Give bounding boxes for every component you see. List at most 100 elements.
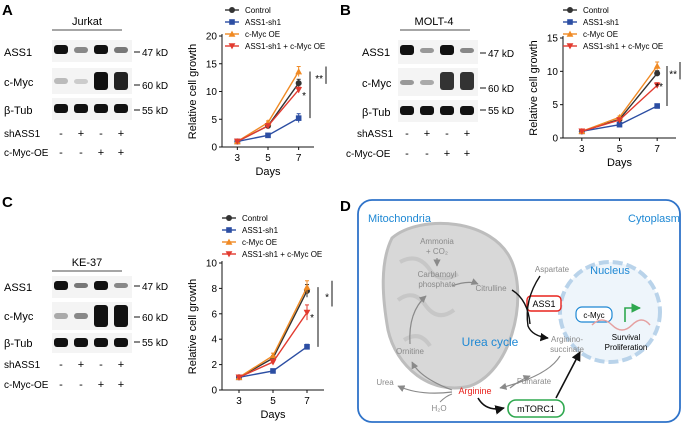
arrow-icon xyxy=(439,393,453,403)
y-tick-label: 0 xyxy=(552,134,558,145)
urea-label: Urea xyxy=(376,378,394,387)
carbamoyl-label: Carbamoyl xyxy=(418,270,457,279)
sig-label: ** xyxy=(315,74,323,85)
kd-marker: 47 kD xyxy=(142,282,168,293)
ammonia-label: Ammonia xyxy=(420,237,454,246)
data-point xyxy=(566,43,574,50)
cond-sign: + xyxy=(118,359,124,371)
citrulline-label: Citrulline xyxy=(475,284,507,293)
cond-sign: + xyxy=(424,128,430,140)
band xyxy=(400,45,414,55)
y-tick-label: 6 xyxy=(211,309,217,320)
kd-marker: 47 kD xyxy=(488,49,514,60)
cond-sign: - xyxy=(59,359,63,371)
ornitine-label: Ornitine xyxy=(396,347,425,356)
growth-chart-B: 0 5 10 15 3 5 7 Days Relative cell growth ** ** Con… xyxy=(528,6,681,169)
cond-sign: + xyxy=(78,359,84,371)
band xyxy=(74,313,88,319)
band xyxy=(440,106,454,115)
sig-label: ** xyxy=(655,82,663,93)
data-point xyxy=(228,43,236,50)
cytoplasm-label: Cytoplasm xyxy=(628,213,680,225)
arginine-label: Arginine xyxy=(458,386,491,396)
western-blot-C: C KE-37 ASS1 c-Myc β-Tub 47 kD 60 kD 55 … xyxy=(2,194,168,391)
band xyxy=(74,104,88,113)
ass1-enzyme-box xyxy=(526,295,562,312)
y-tick-label: 5 xyxy=(552,100,558,111)
mtorc1-label: mTORC1 xyxy=(517,404,555,414)
cmyc-label: c-Myc xyxy=(583,311,604,320)
data-point xyxy=(229,19,235,25)
data-point xyxy=(566,30,574,37)
band xyxy=(54,104,68,113)
data-point xyxy=(225,251,233,258)
legend-label: ASS1-sh1 + c-Myc OE xyxy=(242,250,322,259)
data-point xyxy=(269,352,277,359)
legend-label: c-Myc OE xyxy=(245,30,280,39)
cond-sign: + xyxy=(118,128,124,140)
ass1-enzyme-label: ASS1 xyxy=(532,299,555,309)
cond-sign: + xyxy=(98,379,104,391)
panel-label-A: A xyxy=(2,2,13,19)
legend-label: c-Myc OE xyxy=(242,238,277,247)
band xyxy=(94,72,108,90)
survival-label: Survival xyxy=(612,333,641,342)
cond-label-oe: c-Myc-OE xyxy=(346,149,391,160)
y-tick-label: 20 xyxy=(206,32,218,43)
blot-strip-ass1 xyxy=(52,276,132,298)
data-point xyxy=(233,138,241,145)
band xyxy=(94,338,108,347)
nucleus-label: Nucleus xyxy=(590,265,630,277)
series-line xyxy=(238,312,308,378)
band xyxy=(94,104,108,113)
legend-label: ASS1-sh1 xyxy=(583,18,620,27)
band xyxy=(74,47,88,53)
cell-line-label: Jurkat xyxy=(72,16,102,28)
data-point xyxy=(225,238,233,245)
band xyxy=(460,106,474,115)
data-point xyxy=(653,82,661,89)
data-point xyxy=(654,70,661,77)
sig-label: * xyxy=(302,91,306,102)
x-tick-label: 7 xyxy=(296,153,302,164)
band xyxy=(54,338,68,347)
y-axis-label: Relative cell growth xyxy=(187,44,199,139)
cond-sign: - xyxy=(405,128,409,140)
cond-label-sh: shASS1 xyxy=(357,129,394,140)
x-axis-label: Days xyxy=(255,166,281,178)
kd-marker: 60 kD xyxy=(488,84,514,95)
legend-label: Control xyxy=(583,6,609,15)
mitochondrion-shape xyxy=(381,221,520,390)
data-point xyxy=(226,215,232,221)
data-point xyxy=(228,30,236,37)
cond-sign: - xyxy=(99,359,103,371)
data-point xyxy=(567,7,573,13)
data-point xyxy=(303,309,311,316)
band xyxy=(420,106,434,115)
argsucc-label-2: succinate xyxy=(550,345,584,354)
band xyxy=(54,313,68,319)
cristae xyxy=(396,256,459,348)
legend-label: ASS1-sh1 + c-Myc OE xyxy=(245,42,325,51)
cond-sign: - xyxy=(59,379,63,391)
western-blot-B: B MOLT-4 ASS1 c-Myc β-Tub 47 kD 60 kD 55… xyxy=(340,2,514,160)
y-tick-label: 0 xyxy=(211,386,217,397)
blot-strip-tub xyxy=(398,100,478,122)
cond-sign: + xyxy=(464,148,470,160)
x-axis-label: Days xyxy=(260,409,286,421)
data-point xyxy=(616,117,623,124)
y-tick-label: 5 xyxy=(211,115,217,126)
band xyxy=(94,45,108,54)
fumarate-label: Fumarate xyxy=(517,377,552,386)
data-point xyxy=(265,132,271,139)
x-tick-label: 7 xyxy=(654,144,660,155)
panel-label-C: C xyxy=(2,194,13,211)
band xyxy=(54,45,68,54)
aspartate-label: Aspartate xyxy=(535,265,570,274)
data-point xyxy=(567,19,573,25)
data-point xyxy=(270,368,276,374)
x-tick-label: 5 xyxy=(617,144,623,155)
y-tick-label: 15 xyxy=(547,34,559,45)
